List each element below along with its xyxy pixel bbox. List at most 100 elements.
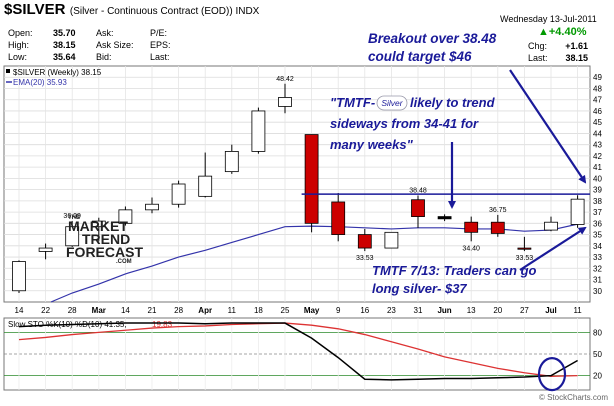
logo-text: FORECAST [66,244,143,260]
price-tick-label: 35 [593,231,602,240]
tmtf-long-note: long silver- $37 [372,281,467,296]
candle-body [437,216,452,220]
sto-tick-label: 80 [593,328,602,337]
price-axis: 30 31 32 33 34 35 36 37 38 39 40 41 42 43 44 45 46 47 48 49 [593,73,602,296]
date-axis: 14 22 28 Mar 14 21 28 Apr 11 18 25 May 9 16 23 31 Jun 13 2… [15,306,583,315]
watermark: © StockCharts.com [538,393,608,402]
candle-body [91,220,106,228]
quote-label: Low: [8,52,28,62]
price-tick-label: 43 [593,141,602,150]
sto-tick-label: 20 [593,372,602,381]
price-labels: 36.09 48.42 33.53 38.48 34.40 36.75 33.53 [63,76,533,262]
silver-badge-text: Silver [381,98,403,108]
date-tick-label: Jul [545,306,557,315]
date-tick-label: Mar [92,306,106,315]
quote-value: 35.64 [53,52,76,62]
candle-body [570,198,585,225]
tmtf-note: sideways from 34-41 for [330,116,479,131]
quote-label: Ask Size: [96,40,134,50]
breakout-note: Breakout over 38.48 [368,31,497,46]
candle-body [38,247,53,252]
date-tick-label: 13 [467,306,476,315]
quote-value: 35.70 [53,28,76,38]
logo-text: MARKET [68,218,128,234]
quote-high: High: 38.15 [8,39,76,51]
quote-label: Ask: [96,28,114,38]
quote-label: Chg: [528,41,548,51]
candle-body [384,231,399,249]
candle-body [517,247,532,250]
date-tick-label: 14 [15,306,24,315]
arrow-long [519,226,587,271]
date-tick-label: 31 [414,306,423,315]
candle [38,243,53,260]
arrow-breakout [509,69,587,184]
date-tick-label: 11 [573,306,582,315]
price-tick-label: 48 [593,84,602,93]
date-tick-label: 9 [336,306,341,315]
date-tick-label: 28 [68,306,77,315]
quote-label: Last: [528,53,548,63]
price-tick-label: 30 [593,287,602,296]
candle [331,192,346,242]
quote-label: Last: [150,52,170,62]
tmtf-note: "TMTF- [330,95,375,110]
price-tick-label: 42 [593,152,602,161]
candle [304,134,319,233]
candle-body [411,199,425,217]
candle [118,206,133,226]
price-label: 33.53 [516,255,534,262]
candle [384,231,399,249]
sto-legend-d: 19.83 [152,320,173,329]
date-tick-label: 20 [493,306,502,315]
candle [224,144,239,174]
sto-tick-label: 50 [593,350,602,359]
date-tick-label: Jun [437,306,451,315]
legend-swatch [6,69,10,73]
quote-label: Bid: [96,52,112,62]
candle-body [278,97,292,107]
date-tick-label: 27 [520,306,529,315]
candle-body [65,226,80,247]
symbol-subtitle: (Silver - Continuous Contract (EOD)) IND… [69,6,260,17]
price-tick-label: 40 [593,174,602,183]
candle [544,216,558,232]
candle [12,260,26,294]
quote-label: Open: [8,28,33,38]
price-frame [3,65,591,303]
candle [278,83,292,114]
logo-text: .COM [116,259,132,265]
silver-badge: Silver [376,95,408,111]
price-tick-label: 49 [593,73,602,82]
silver-badge-bg [376,95,408,111]
date-tick-label: 23 [387,306,396,315]
price-label: 48.42 [276,76,294,83]
price-label: 36.75 [489,207,507,214]
tmtf-note: many weeks" [330,137,414,152]
quote-low: Low: 35.64 [8,51,76,63]
candle-body [490,221,505,234]
price-tick-label: 34 [593,242,602,251]
candle-body [171,183,186,205]
symbol: $SILVER [4,1,66,18]
quote-open: Open: 35.70 [8,27,76,39]
date-tick-label: 25 [281,306,290,315]
date-tick-label: 28 [174,306,183,315]
price-label: 34.40 [462,245,480,252]
legend-price: $SILVER (Weekly) 38.15 [13,68,102,77]
date-tick-label: Apr [198,306,212,315]
tmtf-long-note: TMTF 7/13: Traders can go [372,263,537,278]
quote-last: Last: 38.15 [528,52,588,64]
change-percent: ▲+4.40% [538,26,587,38]
candle-body [251,110,266,152]
quote-value: 38.15 [53,40,76,50]
logo-text: TREND [82,231,130,247]
price-tick-label: 38 [593,197,602,206]
candle-body [331,201,346,235]
sto-k-line [18,322,578,381]
quote-chg: Chg: +1.61 [528,40,588,52]
price-label: 36.09 [63,213,81,220]
